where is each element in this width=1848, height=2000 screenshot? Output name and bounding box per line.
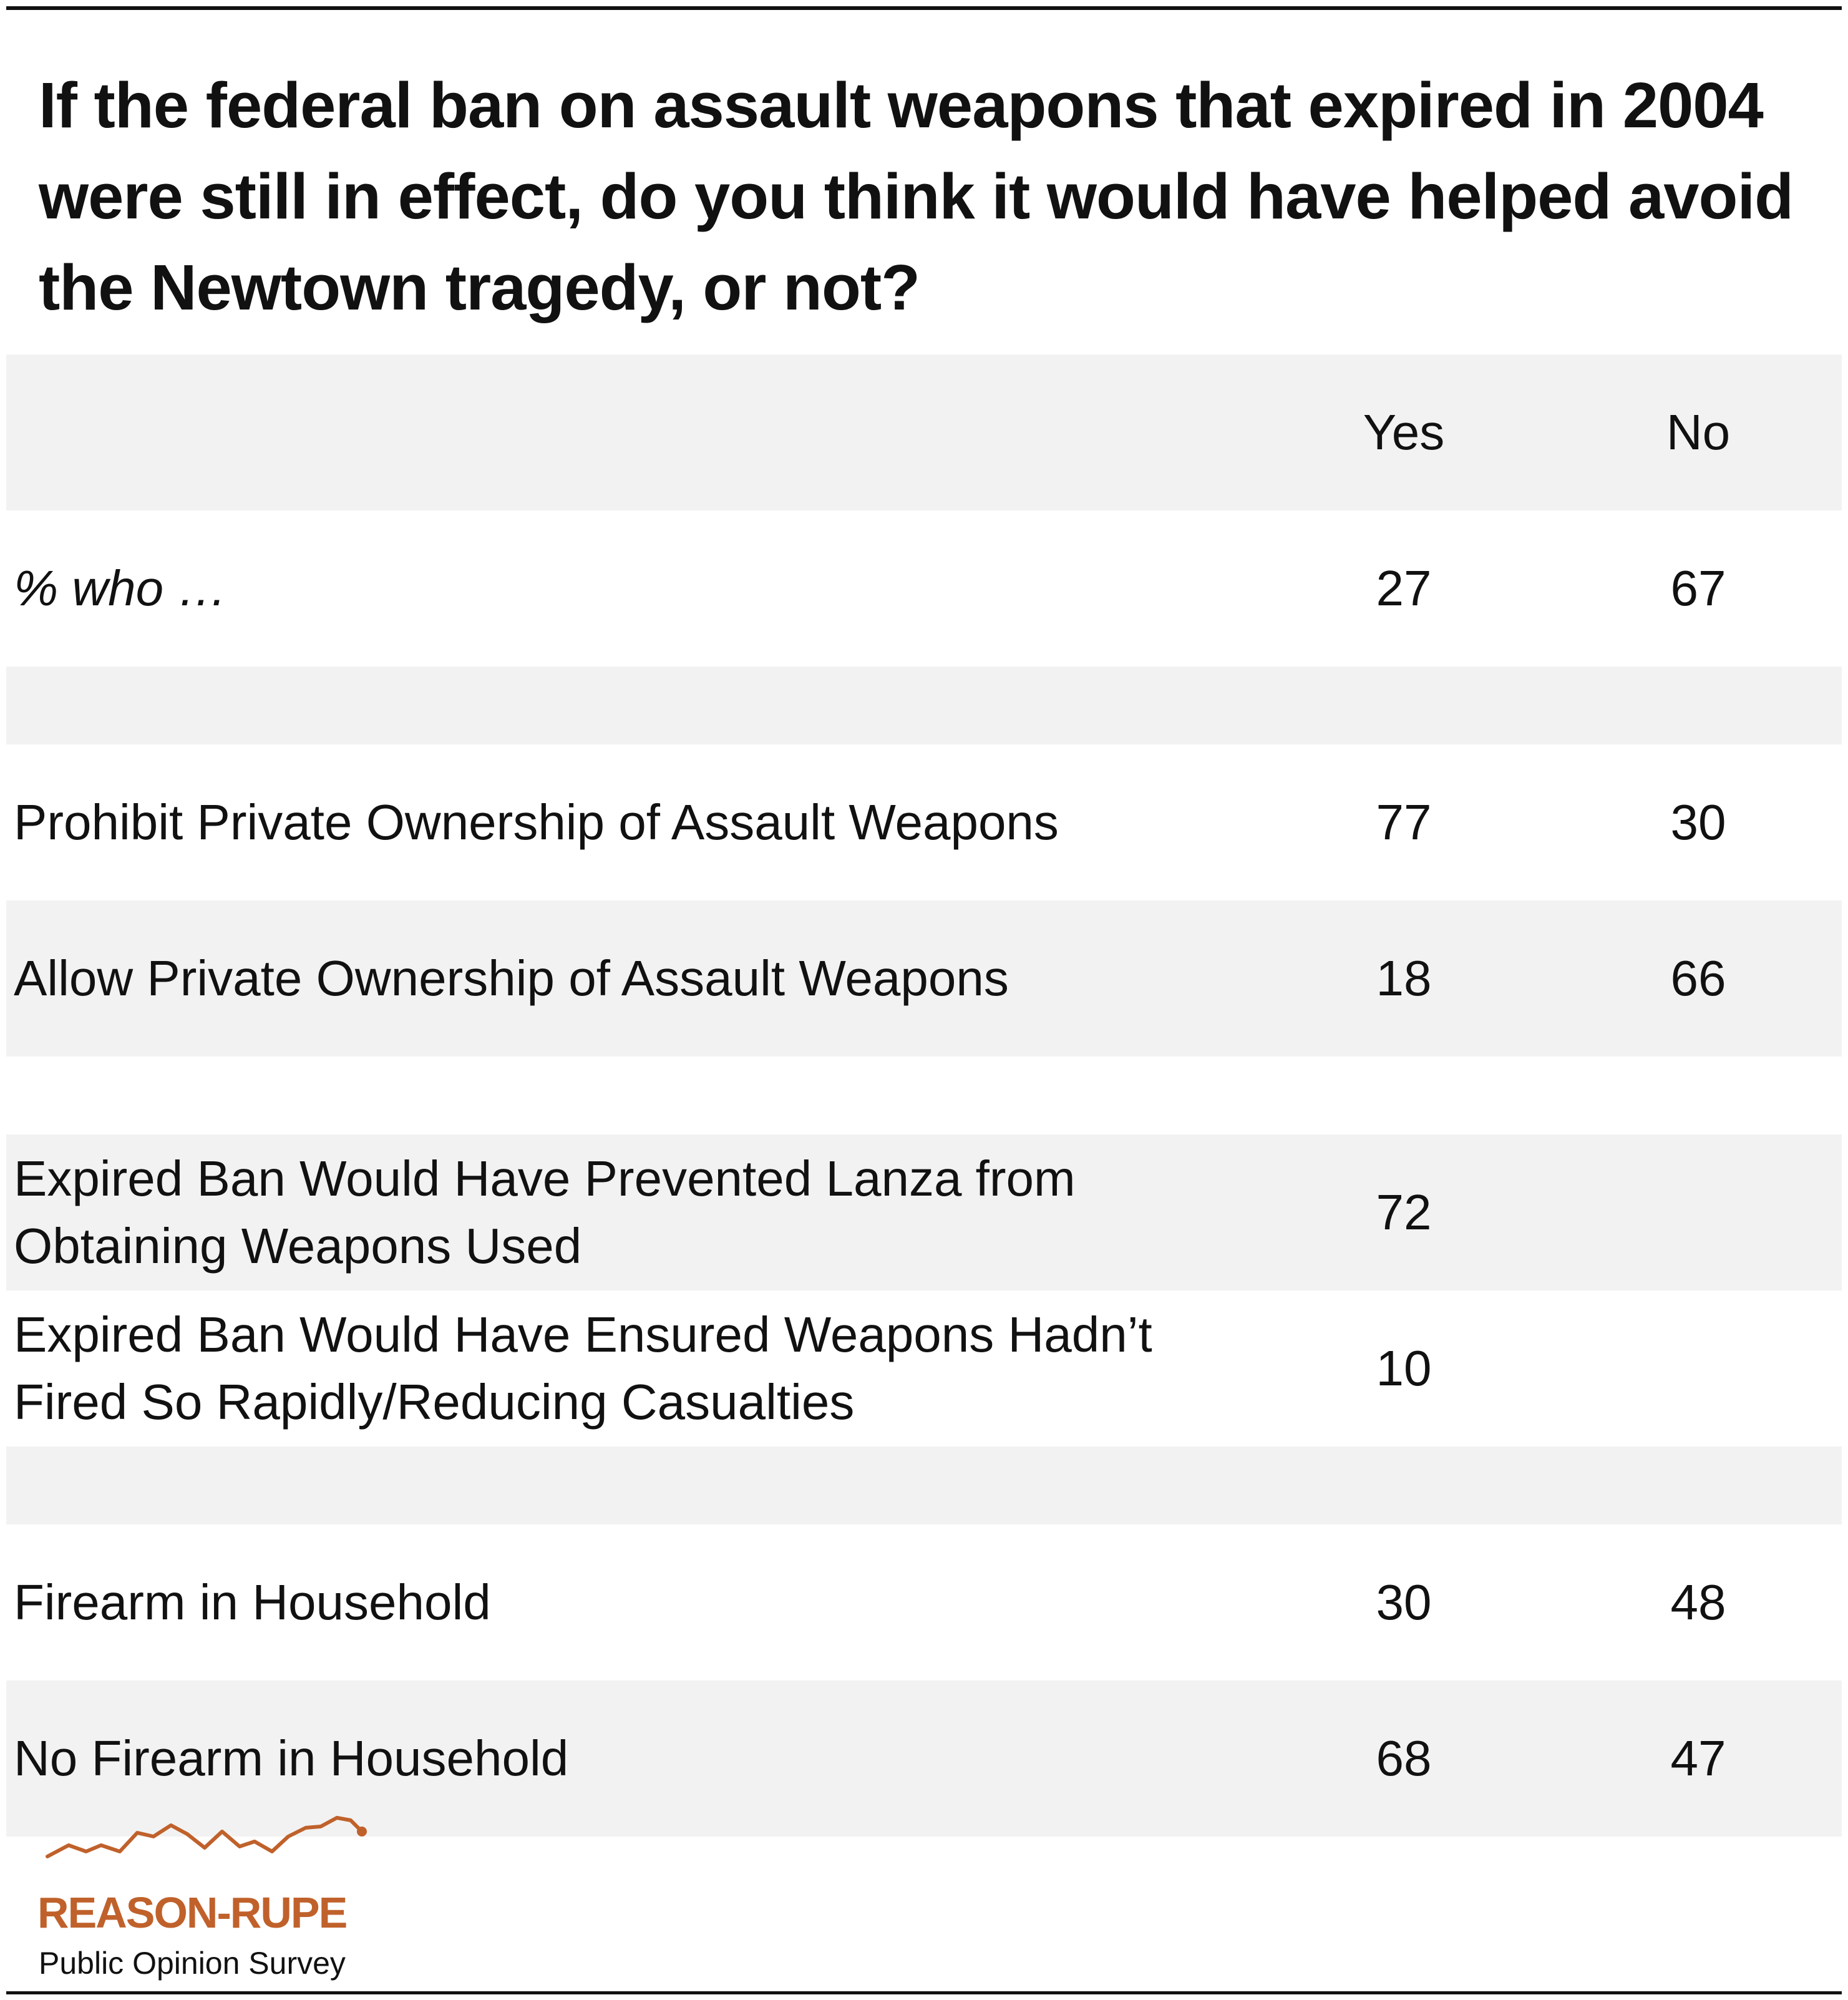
yes-value: 77 xyxy=(1376,794,1432,850)
row-label: No Firearm in Household xyxy=(14,1730,569,1786)
table-row: Firearm in Household 30 48 xyxy=(6,1524,1842,1680)
no-value xyxy=(1623,1134,1773,1290)
row-label: Expired Ban Would Have Prevented Lanza f… xyxy=(14,1151,1076,1274)
column-header-yes: Yes xyxy=(1363,404,1445,460)
spacer-row xyxy=(6,1446,1842,1524)
no-value: 47 xyxy=(1670,1730,1726,1786)
chart-frame: If the federal ban on assault weapons th… xyxy=(6,6,1842,1994)
table-row: Allow Private Ownership of Assault Weapo… xyxy=(6,900,1842,1056)
header-row: Yes No xyxy=(6,354,1842,510)
yes-value: 27 xyxy=(1376,560,1432,616)
row-label: Firearm in Household xyxy=(14,1574,491,1630)
yes-value: 68 xyxy=(1376,1730,1432,1786)
data-table: Yes No % who … 27 67 Prohibit Private Ow… xyxy=(6,354,1842,1837)
yes-value: 10 xyxy=(1376,1340,1432,1396)
spacer-row xyxy=(6,666,1842,744)
no-value: 66 xyxy=(1670,950,1726,1006)
table-row: % who … 27 67 xyxy=(6,510,1842,666)
no-value: 67 xyxy=(1670,560,1726,616)
yes-value: 30 xyxy=(1376,1574,1432,1630)
row-label: % who … xyxy=(14,560,228,616)
spacer-row xyxy=(6,1056,1842,1134)
yes-value: 72 xyxy=(1376,1184,1432,1240)
bottom-rule xyxy=(6,1991,1842,1994)
column-header-no: No xyxy=(1666,404,1731,460)
logo-wordmark: REASON-RUPE xyxy=(37,1888,348,1937)
table-row: Prohibit Private Ownership of Assault We… xyxy=(6,744,1842,900)
no-value xyxy=(1623,1290,1773,1446)
chart-title: If the federal ban on assault weapons th… xyxy=(39,69,1794,323)
row-label: Allow Private Ownership of Assault Weapo… xyxy=(14,950,1009,1006)
table-row: Expired Ban Would Have Prevented Lanza f… xyxy=(6,1134,1842,1290)
yes-value: 18 xyxy=(1376,950,1432,1006)
line-trend-icon xyxy=(46,1816,367,1858)
row-label: Expired Ban Would Have Ensured Weapons H… xyxy=(14,1307,1152,1430)
logo-subtitle: Public Opinion Survey xyxy=(39,1946,346,1981)
no-value: 30 xyxy=(1670,794,1726,850)
reason-rupe-logo: REASON-RUPE Public Opinion Survey xyxy=(37,1813,387,1981)
table-row: Expired Ban Would Have Ensured Weapons H… xyxy=(6,1290,1842,1446)
row-label: Prohibit Private Ownership of Assault We… xyxy=(14,794,1059,850)
top-rule xyxy=(6,6,1842,10)
no-value: 48 xyxy=(1670,1574,1726,1630)
table-row: No Firearm in Household 68 47 xyxy=(6,1680,1842,1837)
